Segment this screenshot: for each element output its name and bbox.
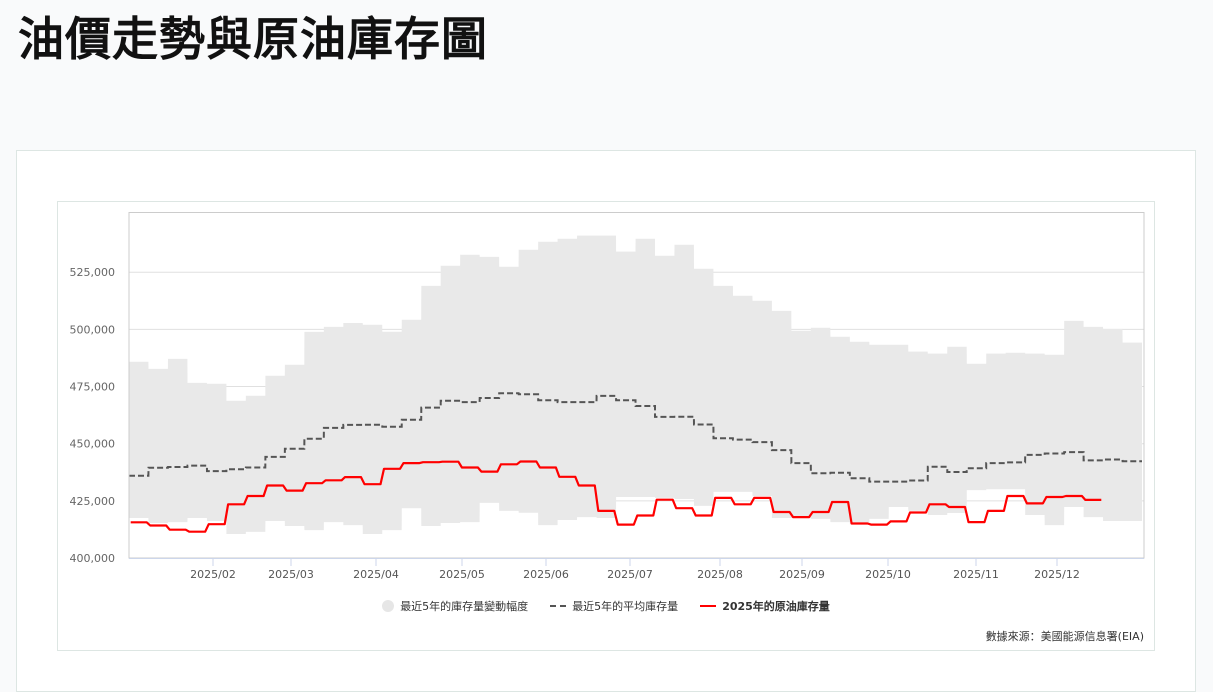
x-axis-label: 2025/08 bbox=[697, 568, 743, 581]
data-source: 數據來源：美國能源信息署(EIA) bbox=[985, 630, 1144, 643]
legend-label: 最近5年的平均庫存量 bbox=[572, 600, 679, 613]
y-axis-label: 400,000 bbox=[70, 552, 116, 565]
inventory-chart[interactable]: 400,000 425,000 450,000 475,000 500,000 525,0… bbox=[58, 202, 1154, 592]
x-axis-label: 2025/09 bbox=[779, 568, 825, 581]
y-axis-label: 500,000 bbox=[70, 323, 116, 336]
y-axis-label: 475,000 bbox=[70, 381, 116, 394]
solid-line-icon bbox=[700, 605, 717, 607]
x-axis-label: 2025/07 bbox=[607, 568, 653, 581]
y-axis-label: 525,000 bbox=[70, 266, 116, 279]
page-title: 油價走勢與原油庫存圖 bbox=[18, 12, 488, 66]
legend-item-range[interactable]: 最近5年的庫存量變動幅度 bbox=[382, 598, 528, 614]
x-axis-label: 2025/03 bbox=[268, 568, 314, 581]
legend-label: 最近5年的庫存量變動幅度 bbox=[400, 600, 529, 613]
y-axis-label: 450,000 bbox=[70, 438, 116, 451]
chart-container: 400,000 425,000 450,000 475,000 500,000 525,0… bbox=[57, 201, 1155, 651]
range-circle-icon bbox=[382, 600, 395, 612]
x-axis-label: 2025/12 bbox=[1034, 568, 1080, 581]
chart-axes: 400,000 425,000 450,000 475,000 500,000 525,0… bbox=[70, 212, 1145, 581]
y-axis-label: 425,000 bbox=[70, 495, 116, 508]
current-year-line[interactable] bbox=[130, 460, 1102, 533]
current-year-path[interactable] bbox=[130, 460, 1102, 533]
x-axis-label: 2025/05 bbox=[439, 568, 485, 581]
x-axis-label: 2025/10 bbox=[865, 568, 911, 581]
five-year-range-area[interactable] bbox=[129, 235, 1142, 534]
x-axis-label: 2025/04 bbox=[353, 568, 399, 581]
x-axis-label: 2025/11 bbox=[953, 568, 999, 581]
chart-legend: 最近5年的庫存量變動幅度 最近5年的平均庫存量 2025年的原油庫存量 bbox=[58, 598, 1154, 614]
range-area[interactable] bbox=[129, 235, 1142, 534]
x-axis-label: 2025/02 bbox=[190, 568, 236, 581]
legend-item-current[interactable]: 2025年的原油庫存量 bbox=[700, 598, 830, 614]
legend-item-average[interactable]: 最近5年的平均庫存量 bbox=[550, 598, 678, 614]
legend-label: 2025年的原油庫存量 bbox=[722, 600, 830, 613]
chart-card: 400,000 425,000 450,000 475,000 500,000 525,0… bbox=[16, 150, 1196, 692]
x-axis-label: 2025/06 bbox=[523, 568, 569, 581]
dashed-line-icon bbox=[550, 605, 567, 607]
